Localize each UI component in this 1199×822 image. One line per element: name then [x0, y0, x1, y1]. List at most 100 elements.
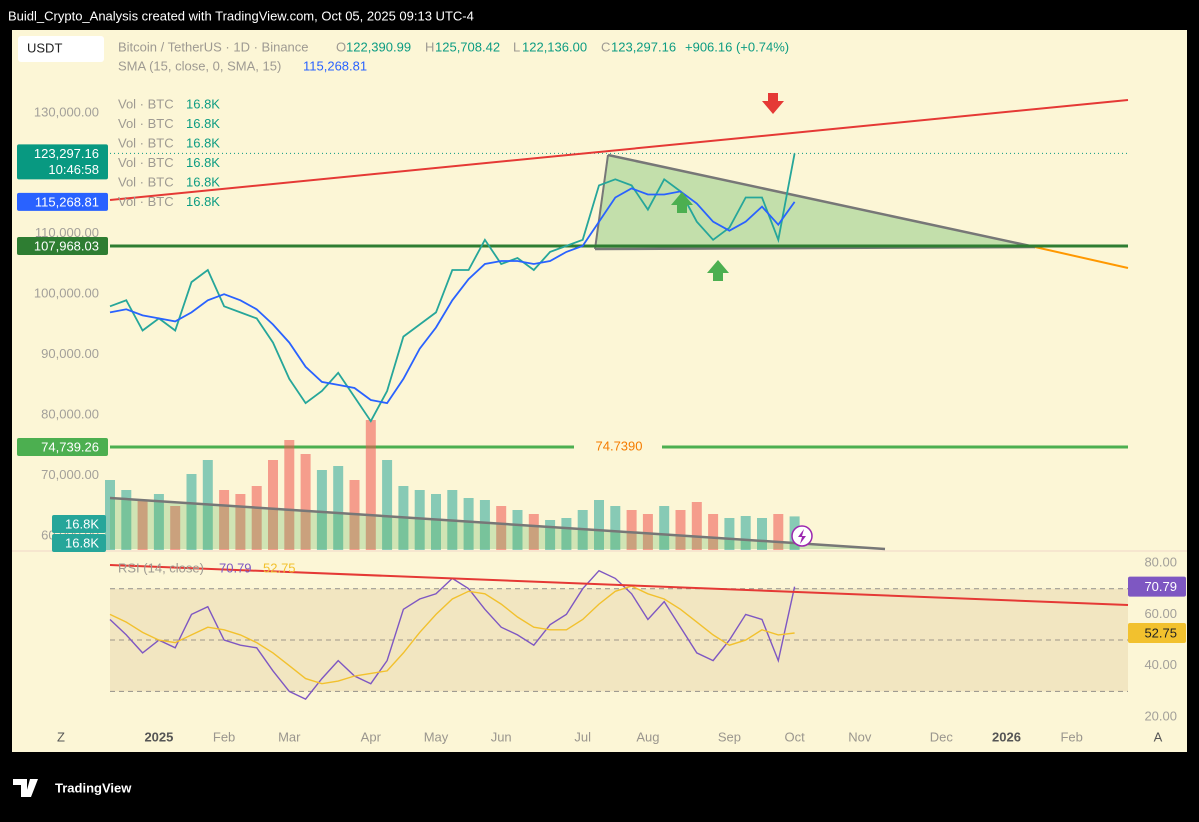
rsi-value: 70.79: [219, 560, 252, 575]
volume-bar: [610, 506, 621, 550]
ohlc-key: O: [336, 39, 346, 54]
volume-bar: [528, 514, 539, 550]
logo-dot: [30, 779, 36, 785]
volume-bar: [316, 470, 327, 550]
annotation: 74.7390: [596, 438, 643, 453]
volume-bar: [642, 514, 653, 550]
volume-legends: Vol · BTC 16.8K Vol · BTC 16.8K Vol · BTC 16.…: [118, 96, 220, 209]
price-tag-label: 107,968.03: [34, 238, 99, 253]
rsi-ma-value: 52.75: [263, 560, 296, 575]
y-tick-label: 100,000.00: [34, 286, 99, 301]
volume-bar: [235, 494, 246, 550]
volume-bar: [153, 494, 164, 550]
volume-bar: [170, 506, 181, 550]
x-tick-label: Nov: [848, 729, 872, 744]
price-tag-label: 115,268.81: [35, 194, 99, 209]
ohlc-key: C: [601, 39, 610, 54]
volume-legend-label: Vol · BTC: [118, 155, 174, 170]
brand: TradingView: [55, 780, 132, 795]
price-tag-time: 10:46:58: [48, 162, 99, 177]
symbol: Bitcoin / TetherUS · 1D · Binance: [118, 39, 309, 54]
rsi-band: [110, 588, 1128, 692]
rsi-tag-box: [1128, 576, 1186, 597]
drawings-over: 74.7390: [109, 93, 1129, 606]
volume-trend: [109, 496, 886, 551]
x-tick-label: Aug: [636, 729, 659, 744]
volume-bar: [137, 500, 148, 550]
rsi-name: RSI (14, close): [118, 560, 204, 575]
volume-legend-label: Vol · BTC: [118, 135, 174, 150]
price-tag-box: [17, 237, 108, 256]
sma-name: SMA (15, close, 0, SMA, 15): [118, 58, 281, 73]
volume-bar: [284, 440, 295, 550]
volume-legend-value: 16.8K: [186, 135, 220, 150]
y-tick-label: 110,000.00: [35, 225, 99, 240]
volume-bar: [496, 506, 507, 550]
down-arrow: [762, 93, 784, 114]
price-tag-label: 74,739.26: [41, 439, 99, 454]
volume-bar: [659, 506, 670, 550]
x-tick-label: 2026: [992, 729, 1021, 744]
volume-bar: [708, 514, 719, 550]
volume-legend-label: Vol · BTC: [118, 194, 174, 209]
trend-extension: [1034, 246, 1129, 269]
ohlc-value: 122,390.99: [346, 39, 411, 54]
ohlc-key: H: [425, 39, 434, 54]
triangle-fill: [595, 155, 1035, 249]
y-tick-label: 130,000.00: [34, 104, 99, 119]
volume-tag: 16.8K: [65, 535, 99, 550]
ohlc-value: 125,708.42: [435, 39, 500, 54]
x-tick-label: Jul: [574, 729, 591, 744]
volume-bar: [333, 466, 344, 550]
rsi-tick-label: 60.00: [1144, 606, 1177, 621]
event-bolt: [798, 529, 806, 544]
volume-bar: [382, 460, 393, 550]
volume-bar: [724, 518, 735, 550]
ohlc-value: 122,136.00: [522, 39, 587, 54]
volume-bar: [561, 518, 572, 550]
scale-button[interactable]: Z: [57, 729, 65, 744]
scale-button[interactable]: A: [1154, 729, 1163, 744]
x-tick-label: Dec: [930, 729, 954, 744]
volume-bar: [479, 500, 490, 550]
volume-tag: 16.8K: [65, 516, 99, 531]
volume-bar: [219, 490, 230, 550]
volume-legend-value: 16.8K: [186, 116, 220, 131]
volume-bar: [300, 454, 311, 550]
volume-bar: [105, 480, 115, 550]
rsi-tick-label: 40.00: [1144, 657, 1177, 672]
volume-bar: [365, 420, 376, 550]
average-line: [109, 187, 796, 405]
volume-bar: [463, 498, 474, 550]
brand-logo: TradingView: [13, 779, 132, 797]
ohlc-key: L: [513, 39, 520, 54]
legend: Bitcoin / TetherUS · 1D · Binance O 122,…: [118, 39, 789, 575]
rsi-trend: [109, 564, 1129, 606]
volume-legend-label: Vol · BTC: [118, 116, 174, 131]
volume-bar: [675, 510, 686, 550]
volume-bar: [121, 490, 132, 550]
volume-bar: [414, 490, 425, 550]
change: +906.16 (+0.74%): [685, 39, 789, 54]
volume-legend-value: 16.8K: [186, 194, 220, 209]
currency-box[interactable]: [18, 36, 104, 62]
y-tick-label: 90,000.00: [41, 346, 99, 361]
rsi-tag: 70.79: [1144, 579, 1177, 594]
rsi-tag: 52.75: [1144, 625, 1177, 640]
rsi-tag-box: [1128, 623, 1186, 644]
x-tick-label: 2025: [144, 729, 173, 744]
resistance-line: [109, 99, 1129, 201]
x-tick-label: Feb: [1060, 729, 1082, 744]
volume-legend-value: 16.8K: [186, 96, 220, 111]
up-arrow: [707, 260, 729, 281]
y-tick-label: 70,000.00: [41, 467, 99, 482]
price-tag-box: [17, 144, 108, 180]
header-text: Buidl_Crypto_Analysis created with Tradi…: [8, 8, 474, 23]
rsi-tick-label: 80.00: [1144, 554, 1177, 569]
x-tick-label: Apr: [361, 729, 382, 744]
price-tag-box: [17, 192, 108, 211]
volume-bar: [594, 500, 604, 550]
